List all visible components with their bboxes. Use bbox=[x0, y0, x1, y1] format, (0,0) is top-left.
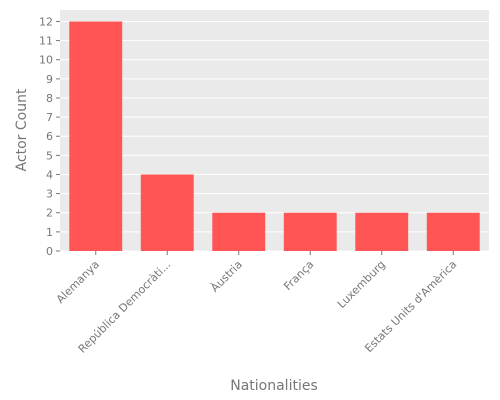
y-tick-label: 4 bbox=[46, 168, 53, 181]
y-tick-label: 12 bbox=[39, 15, 53, 28]
y-tick-label: 5 bbox=[46, 149, 53, 162]
y-tick-label: 7 bbox=[46, 111, 53, 124]
y-tick-label: 11 bbox=[39, 35, 53, 48]
bars bbox=[69, 21, 480, 251]
bar bbox=[355, 212, 409, 251]
y-tick-label: 8 bbox=[46, 92, 53, 105]
bar bbox=[426, 212, 480, 251]
x-tick-label: França bbox=[281, 258, 316, 293]
bar bbox=[283, 212, 337, 251]
x-tick-label: Àustria bbox=[208, 258, 245, 295]
y-tick-label: 3 bbox=[46, 188, 53, 201]
plot-background bbox=[60, 10, 489, 251]
bar bbox=[212, 212, 266, 251]
x-tick-label: Luxemburg bbox=[335, 258, 388, 311]
y-tick-label: 2 bbox=[46, 207, 53, 220]
y-tick-label: 9 bbox=[46, 73, 53, 86]
y-tick-label: 0 bbox=[46, 245, 53, 258]
y-tick-label: 10 bbox=[39, 54, 53, 67]
bar bbox=[140, 174, 194, 251]
y-tick-label: 6 bbox=[46, 130, 53, 143]
y-axis-title: Actor Count bbox=[14, 88, 30, 171]
x-tick-label: Alemanya bbox=[54, 258, 102, 306]
gridlines bbox=[60, 20, 489, 252]
x-axis-title: Nationalities bbox=[230, 378, 318, 394]
bar bbox=[69, 21, 123, 251]
y-tick-label: 1 bbox=[46, 226, 53, 239]
